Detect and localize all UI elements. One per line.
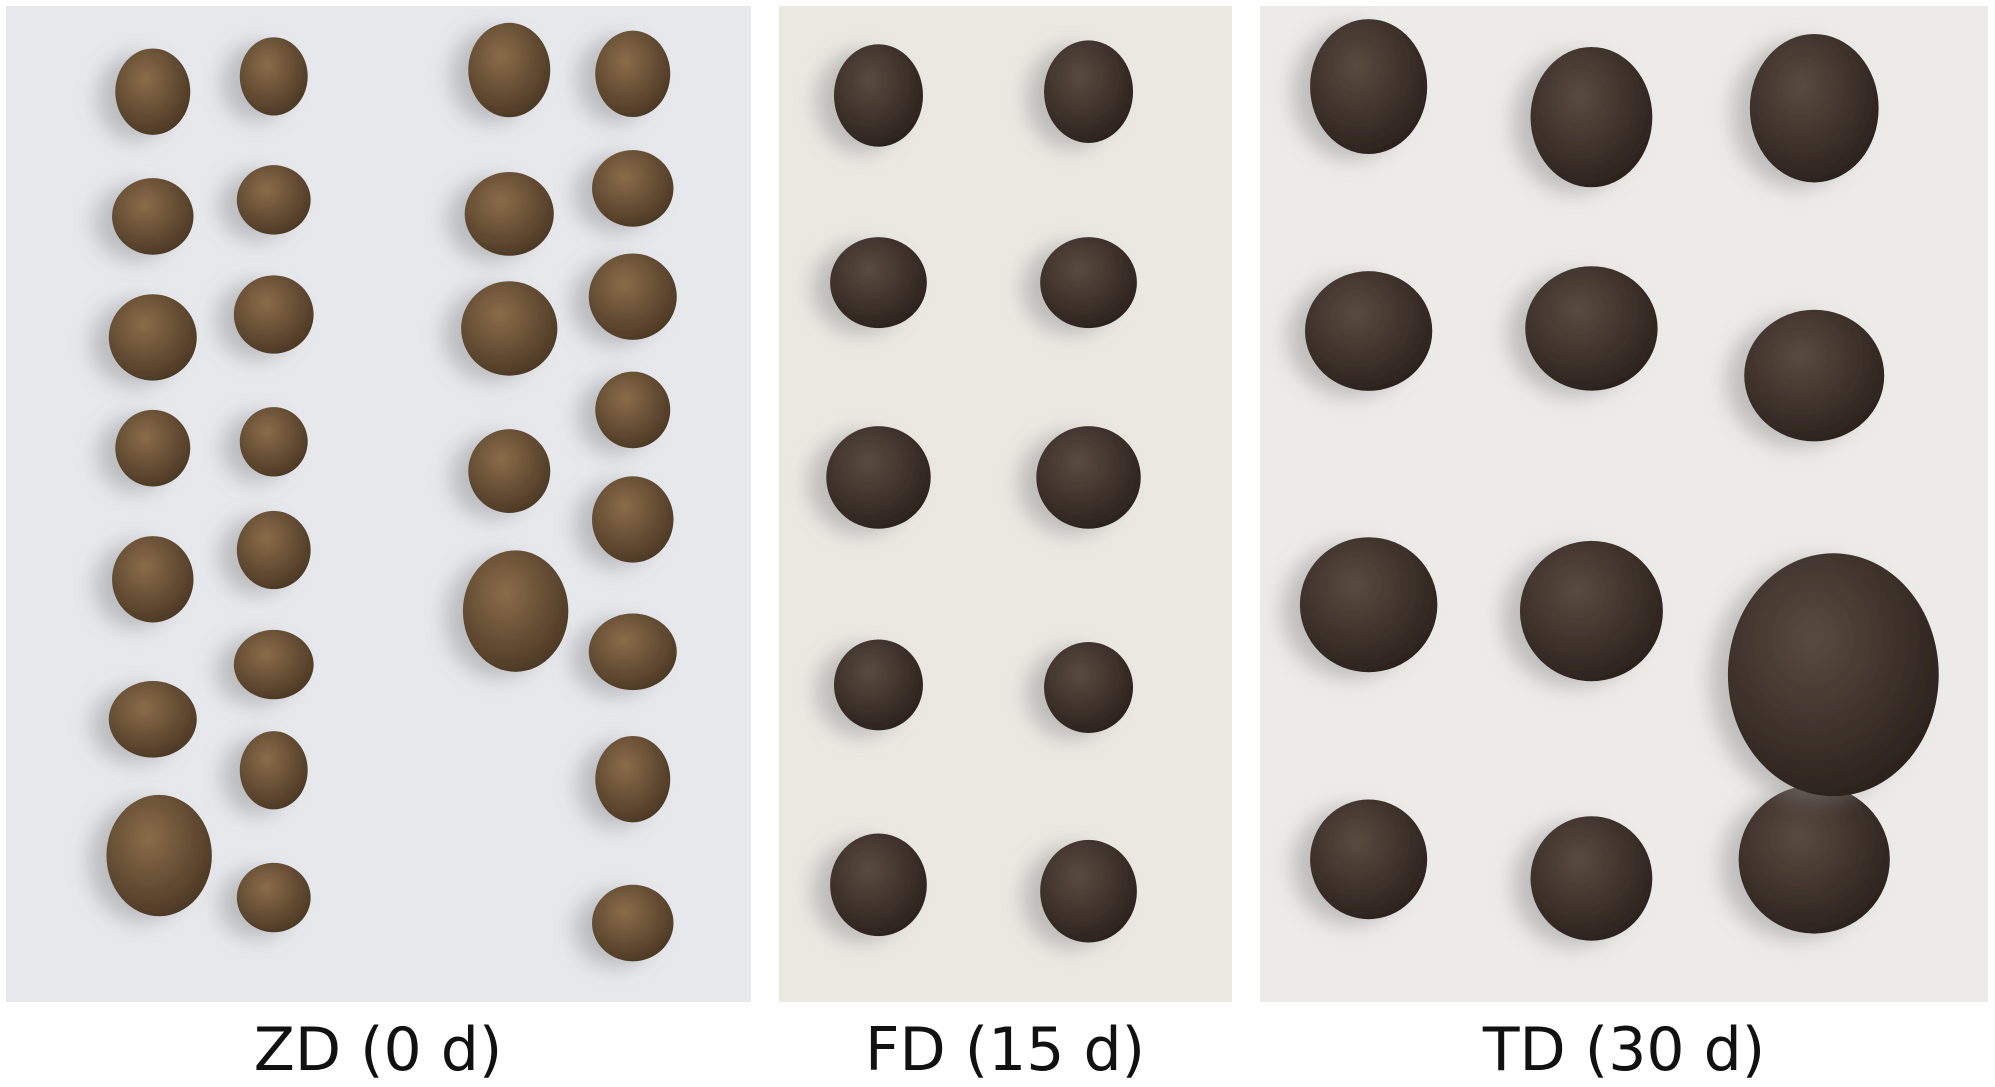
truffle <box>236 165 311 235</box>
truffle <box>1749 33 1879 183</box>
truffle <box>468 22 551 118</box>
truffle <box>595 371 671 449</box>
truffle <box>833 44 923 147</box>
truffle <box>595 30 671 118</box>
truffle <box>1519 540 1663 682</box>
truffle <box>115 48 191 135</box>
truffle <box>1310 799 1428 920</box>
truffle <box>1738 785 1890 934</box>
truffle <box>1530 816 1653 941</box>
truffle <box>112 536 194 623</box>
truffle <box>1044 642 1134 733</box>
truffle <box>1744 309 1885 442</box>
truffles <box>106 19 1939 962</box>
truffle <box>233 275 314 354</box>
panel-caption: TD (30 d) <box>1482 1015 1765 1085</box>
truffle <box>1040 237 1137 329</box>
truffle <box>592 150 674 227</box>
truffle <box>236 510 311 590</box>
truffle <box>461 281 558 376</box>
panel-caption: ZD (0 d) <box>254 1015 503 1085</box>
truffle <box>108 681 197 758</box>
truffle <box>239 37 308 116</box>
truffle <box>830 237 927 329</box>
truffle <box>826 426 931 529</box>
truffle <box>1040 839 1137 943</box>
truffle <box>595 735 671 823</box>
truffle <box>108 294 197 381</box>
truffle <box>1036 426 1141 529</box>
truffle <box>830 833 927 937</box>
truffle <box>592 476 674 563</box>
truffle <box>1530 46 1653 188</box>
truffle <box>1044 40 1134 143</box>
truffle <box>1304 271 1433 391</box>
truffle <box>236 862 311 933</box>
truffle <box>462 550 569 672</box>
truffle <box>239 407 308 477</box>
truffle <box>233 629 314 700</box>
panel-caption: FD (15 d) <box>865 1015 1145 1085</box>
truffle <box>112 178 194 255</box>
truffle <box>1727 553 1939 797</box>
truffle <box>1310 19 1428 155</box>
truffle <box>833 639 923 731</box>
truffle <box>106 794 212 917</box>
truffle <box>1525 266 1658 391</box>
truffle <box>588 253 677 340</box>
truffle <box>468 429 551 513</box>
truffle <box>1299 537 1438 673</box>
truffle <box>588 613 677 691</box>
truffle <box>239 731 308 810</box>
truffle <box>115 409 191 487</box>
truffle <box>592 884 674 962</box>
truffle <box>464 172 554 256</box>
